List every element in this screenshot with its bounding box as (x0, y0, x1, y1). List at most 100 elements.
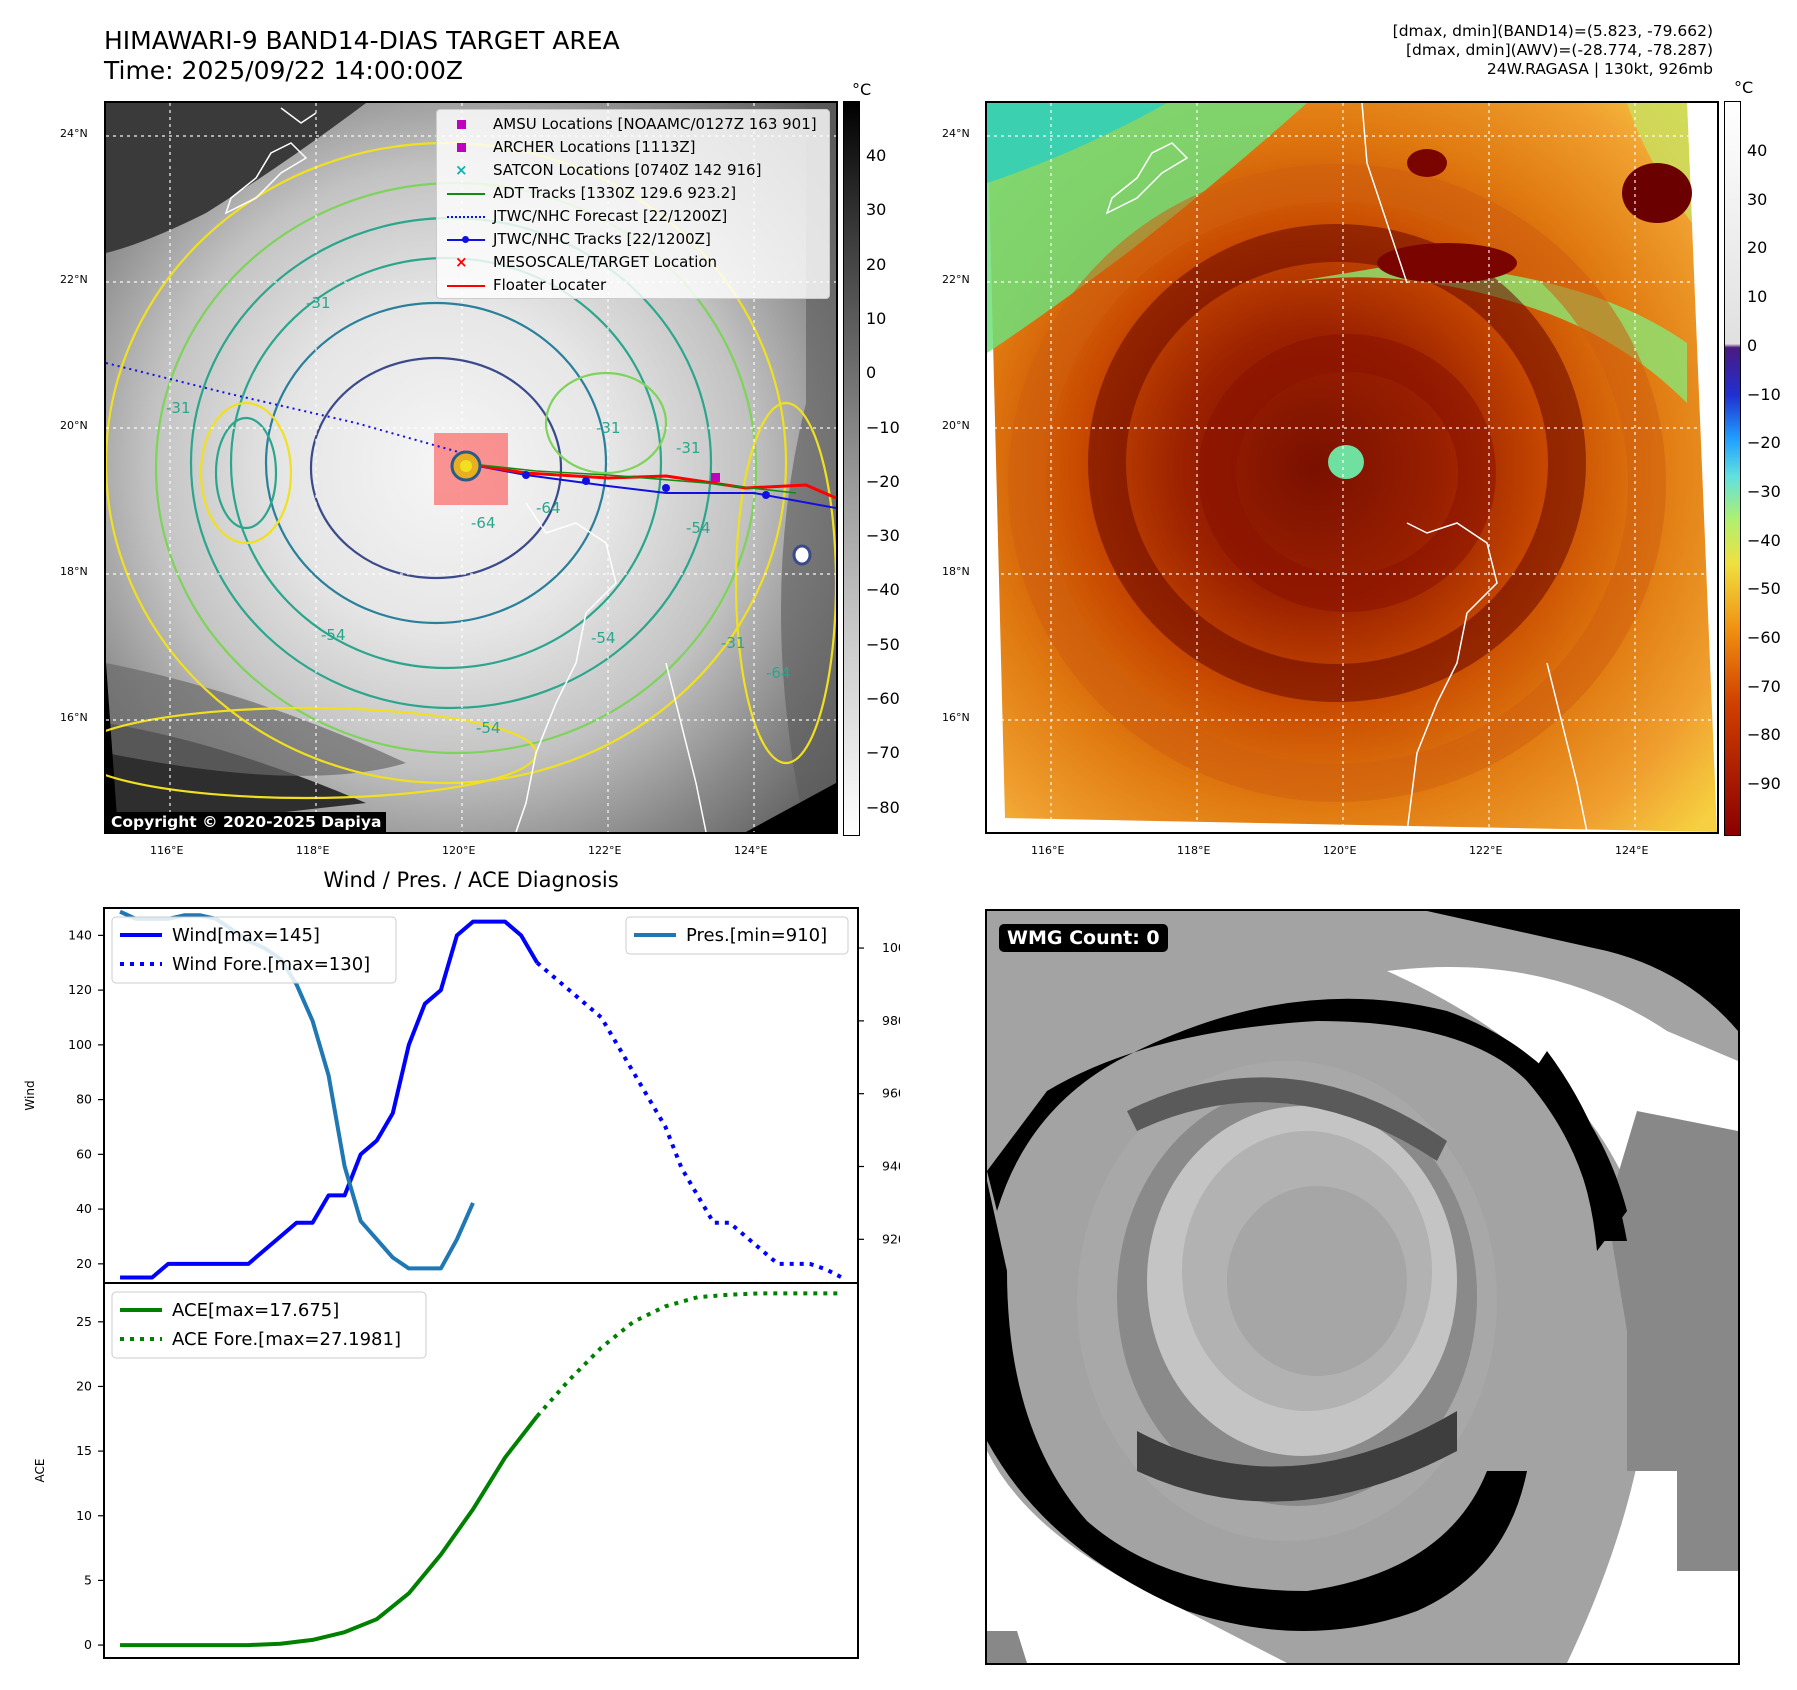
colorbar-tick-label: 40 (866, 146, 887, 165)
lat-label: 22°N (942, 273, 970, 286)
colorbar-tick-label: −10 (1747, 384, 1781, 404)
y-right-tick-label: 980 (882, 1013, 900, 1028)
colorbar-tick-label: 10 (1747, 287, 1768, 307)
legend-item: Floater Locater (443, 274, 823, 297)
legend-item: × MESOSCALE/TARGET Location (455, 253, 718, 271)
contour-label: -31 (306, 294, 331, 312)
contour-label: -31 (596, 419, 621, 437)
colorbar-tick-label: −10 (866, 417, 900, 437)
ace-axis-label: ACE (33, 1459, 47, 1483)
wmg-count-badge: WMG Count: 0 (999, 924, 1168, 952)
contour-label: -31 (721, 634, 746, 652)
colorbar-tick-label: 30 (1747, 189, 1768, 209)
colorbar-tick-label: −70 (866, 743, 900, 763)
colorbar-tick-label: −40 (866, 580, 900, 600)
contour-label: -31 (166, 399, 191, 417)
y-right-tick-label: 920 (882, 1231, 900, 1246)
ir-map-panel: -31 -31 -54 -54 -54 -31 -64 -31 -31 -64 … (104, 101, 838, 834)
contour-label: -54 (321, 626, 346, 644)
color-colorbar-unit: °C (1734, 78, 1754, 97)
colorbar-tick-label: −80 (1747, 725, 1781, 745)
lat-label: 18°N (942, 565, 970, 578)
series-line (535, 1291, 842, 1418)
y-tick-label: 20 (76, 1256, 92, 1271)
lon-label: 122°E (588, 844, 622, 857)
legend-label: Pres.[min=910] (686, 925, 827, 946)
y-tick-label: 15 (76, 1443, 92, 1458)
contour-label: -31 (676, 439, 701, 457)
lat-label: 16°N (942, 711, 970, 724)
colorbar-tick-label: 40 (1747, 141, 1768, 160)
y-right-tick-label: 1000 (882, 940, 900, 955)
colorbar-tick-label: −30 (1747, 481, 1781, 501)
y-tick-label: 25 (76, 1314, 92, 1329)
wind-axis-label: Wind (23, 1080, 37, 1110)
colorbar-tick-label: −70 (1747, 676, 1781, 696)
colorbar-tick-label: −80 (866, 797, 900, 817)
legend-item: JTWC/NHC Tracks [22/1200Z] (443, 228, 823, 251)
colorbar-tick-label: −60 (1747, 628, 1781, 647)
colorbar-tick-label: −40 (1747, 530, 1781, 550)
contour-label: -64 (536, 499, 561, 517)
lat-label: 24°N (60, 127, 88, 140)
contour-label: -64 (471, 514, 496, 532)
lon-label: 118°E (296, 844, 330, 857)
y-tick-label: 20 (76, 1378, 92, 1393)
lat-label: 20°N (942, 419, 970, 432)
legend-label: Wind[max=145] (172, 925, 320, 946)
ir-colorbar-unit: °C (852, 80, 872, 99)
y-tick-label: 80 (76, 1092, 92, 1107)
contour-label: -54 (476, 719, 501, 737)
diagnosis-chart: 20 40 60 80 100 120 140 920 940 960 980 1000 0 5 10 15 2… (23, 907, 900, 1659)
colorbar-tick-label: 10 (866, 308, 887, 328)
lon-label: 124°E (1615, 844, 1649, 857)
legend-item: JTWC/NHC Forecast [22/1200Z] (443, 205, 823, 228)
colorbar-tick-label: −90 (1747, 774, 1781, 794)
lat-label: 20°N (60, 419, 88, 432)
contour-label: -54 (591, 629, 616, 647)
diagnosis-title: Wind / Pres. / ACE Diagnosis (323, 868, 619, 892)
legend-item: ADT Tracks [1330Z 129.6 923.2] (443, 182, 823, 205)
series-line (120, 919, 539, 1280)
colorbar-tick-label: −50 (866, 634, 900, 654)
ir-map-legend: AMSU Locations [NOAAMC/0127Z 163 901] AR… (436, 109, 830, 299)
color-map-panel (985, 101, 1719, 834)
storm-stats: [dmax, dmin](BAND14)=(5.823, -79.662) [d… (1392, 22, 1713, 78)
lon-label: 122°E (1469, 844, 1503, 857)
color-map-image (987, 103, 1717, 832)
colorbar-tick-label: 20 (866, 254, 887, 274)
series-line (535, 961, 843, 1280)
wmg-panel: WMG Count: 0 (985, 909, 1740, 1665)
colorbar-tick-label: −30 (866, 526, 900, 546)
y-tick-label: 60 (76, 1146, 92, 1161)
legend-label: Wind Fore.[max=130] (172, 954, 370, 975)
series-line (119, 909, 475, 1271)
lon-label: 116°E (150, 844, 184, 857)
y-tick-label: 40 (76, 1201, 92, 1216)
legend-item: × SATCON Locations [0740Z 142 916] (455, 161, 762, 179)
y-tick-label: 100 (68, 1037, 92, 1052)
chart-legend: ACE[max=17.675] ACE Fore.[max=27.1981] (111, 1291, 427, 1359)
lon-label: 120°E (442, 844, 476, 857)
legend-label: ACE Fore.[max=27.1981] (172, 1329, 401, 1350)
lon-label: 124°E (734, 844, 768, 857)
lat-label: 22°N (60, 273, 88, 286)
lon-label: 118°E (1177, 844, 1211, 857)
ir-colorbar (843, 101, 860, 836)
colorbar-tick-label: 30 (866, 200, 887, 220)
chart-legend: Pres.[min=910] (625, 916, 849, 955)
legend-item: ARCHER Locations [1113Z] (443, 136, 823, 159)
chart-legend: Wind[max=145] Wind Fore.[max=130] (111, 916, 397, 984)
colorbar-tick-label: 20 (1747, 238, 1768, 258)
lat-label: 16°N (60, 711, 88, 724)
y-tick-label: 120 (68, 982, 92, 997)
colorbar-tick-label: −20 (866, 471, 900, 491)
figure-title: HIMAWARI-9 BAND14-DIAS TARGET AREA Time:… (104, 26, 620, 85)
copyright-notice: Copyright © 2020-2025 Dapiya (106, 812, 387, 832)
y-tick-label: 5 (84, 1572, 92, 1587)
y-tick-label: 140 (68, 927, 92, 942)
colorbar-tick-label: −50 (1747, 579, 1781, 599)
colorbar-tick-label: 0 (866, 363, 877, 383)
wmg-image (987, 911, 1738, 1663)
y-tick-label: 0 (84, 1637, 92, 1652)
